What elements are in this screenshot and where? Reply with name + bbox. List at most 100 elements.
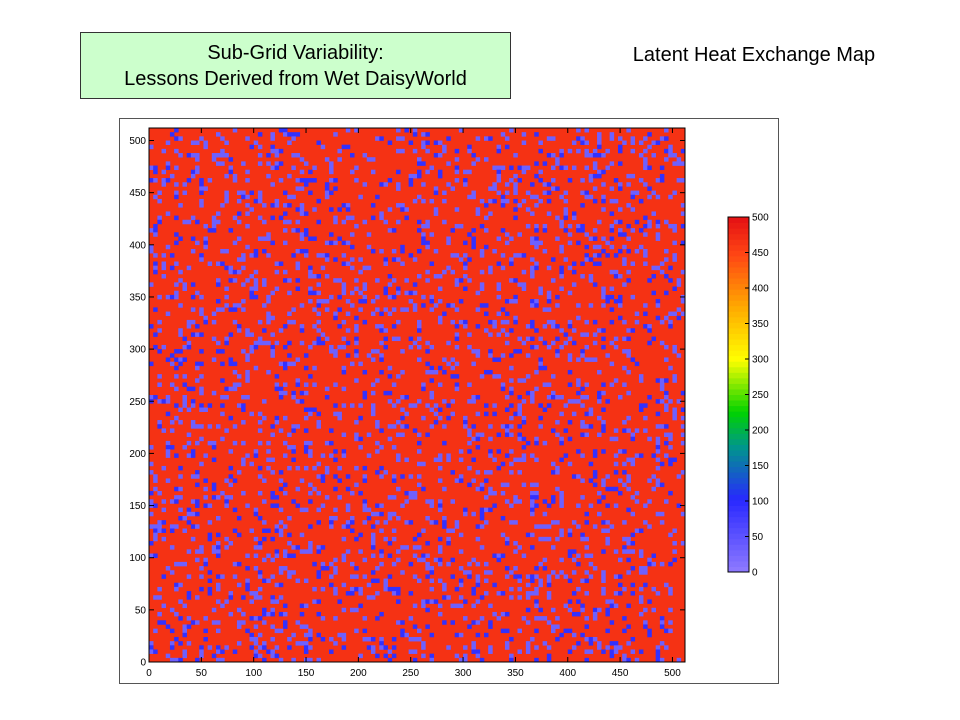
heatmap-cell: [370, 169, 376, 175]
heatmap-cell: [555, 520, 560, 525]
heatmap-cell: [676, 315, 682, 321]
heatmap-cell: [634, 657, 640, 663]
heatmap-cell: [199, 361, 204, 367]
heatmap-cell: [236, 532, 242, 538]
heatmap-cell: [383, 390, 388, 396]
heatmap-cell: [412, 545, 418, 550]
heatmap-cell: [195, 511, 200, 517]
heatmap-cell: [479, 374, 485, 379]
heatmap-cell: [278, 128, 284, 133]
heatmap-cell: [249, 332, 254, 337]
heatmap-cell: [626, 349, 631, 354]
heatmap-cell: [638, 553, 644, 558]
heatmap-cell: [379, 211, 384, 216]
heatmap-cell: [404, 457, 409, 463]
heatmap-cell: [517, 470, 522, 475]
heatmap-cell: [207, 403, 213, 408]
heatmap-cell: [601, 407, 606, 412]
heatmap-cell: [341, 319, 347, 325]
heatmap-cell: [580, 274, 585, 279]
heatmap-cell: [504, 536, 510, 542]
heatmap-cell: [199, 649, 204, 654]
heatmap-cell: [622, 653, 627, 659]
heatmap-cell: [387, 374, 393, 379]
heatmap-cell: [601, 194, 606, 200]
heatmap-cell: [387, 294, 393, 300]
heatmap-cell: [442, 520, 447, 525]
heatmap-cell: [559, 194, 564, 200]
heatmap-cell: [245, 178, 250, 183]
heatmap-cell: [551, 628, 556, 634]
heatmap-cell: [613, 641, 619, 646]
heatmap-cell: [211, 153, 217, 158]
heatmap-cell: [161, 574, 167, 579]
heatmap-cell: [613, 591, 619, 596]
heatmap-cell: [232, 528, 238, 533]
heatmap-cell: [324, 495, 330, 500]
heatmap-cell: [186, 507, 192, 513]
heatmap-cell: [530, 269, 535, 275]
heatmap-cell: [463, 261, 468, 266]
heatmap-cell: [542, 365, 548, 371]
heatmap-cell: [597, 328, 602, 333]
heatmap-cell: [375, 378, 380, 383]
heatmap-cell: [195, 470, 200, 475]
heatmap-cell: [496, 311, 502, 317]
heatmap-cell: [345, 503, 351, 508]
colorbar-segment: [728, 217, 749, 224]
heatmap-cell: [555, 186, 560, 191]
heatmap-cell: [504, 645, 510, 650]
heatmap-cell: [165, 161, 171, 166]
heatmap-cell: [551, 186, 556, 191]
heatmap-cell: [417, 328, 422, 333]
heatmap-cell: [375, 520, 380, 525]
heatmap-cell: [291, 457, 296, 463]
heatmap-cell: [525, 532, 531, 538]
heatmap-cell: [655, 440, 661, 446]
heatmap-cell: [458, 632, 464, 638]
heatmap-cell: [509, 657, 514, 663]
heatmap-cell: [211, 495, 217, 500]
heatmap-cell: [207, 520, 213, 525]
heatmap-cell: [161, 182, 167, 187]
heatmap-cell: [584, 194, 589, 200]
heatmap-cell: [463, 253, 468, 258]
heatmap-cell: [601, 574, 606, 579]
heatmap-cell: [182, 395, 187, 400]
heatmap-cell: [417, 432, 422, 438]
heatmap-cell: [391, 336, 397, 342]
heatmap-cell: [622, 232, 627, 237]
heatmap-cell: [370, 536, 376, 542]
heatmap-cell: [492, 411, 497, 417]
heatmap-cell: [165, 244, 171, 250]
heatmap-cell: [450, 499, 455, 504]
heatmap-cell: [463, 570, 468, 575]
heatmap-cell: [270, 607, 275, 613]
heatmap-cell: [391, 653, 397, 659]
heatmap-cell: [609, 361, 615, 367]
heatmap-cell: [676, 178, 682, 183]
heatmap-cell: [345, 353, 351, 358]
heatmap-cell: [618, 232, 623, 237]
heatmap-cell: [274, 382, 280, 387]
heatmap-cell: [345, 144, 351, 150]
heatmap-cell: [613, 344, 619, 350]
heatmap-cell: [551, 395, 556, 400]
heatmap-cell: [345, 591, 351, 596]
heatmap-cell: [153, 194, 158, 200]
heatmap-cell: [308, 169, 313, 175]
heatmap-cell: [509, 461, 514, 467]
y-tick-label: 400: [129, 240, 146, 251]
heatmap-cell: [308, 286, 313, 291]
heatmap-cell: [283, 344, 288, 350]
heatmap-cell: [249, 274, 254, 279]
heatmap-cell: [521, 286, 527, 291]
heatmap-cell: [484, 228, 489, 233]
heatmap-cell: [358, 532, 363, 538]
heatmap-cell: [647, 499, 652, 504]
heatmap-cell: [601, 207, 606, 212]
heatmap-cell: [207, 178, 213, 183]
heatmap-cell: [668, 586, 673, 592]
heatmap-cell: [266, 232, 271, 237]
heatmap-cell: [270, 595, 275, 600]
